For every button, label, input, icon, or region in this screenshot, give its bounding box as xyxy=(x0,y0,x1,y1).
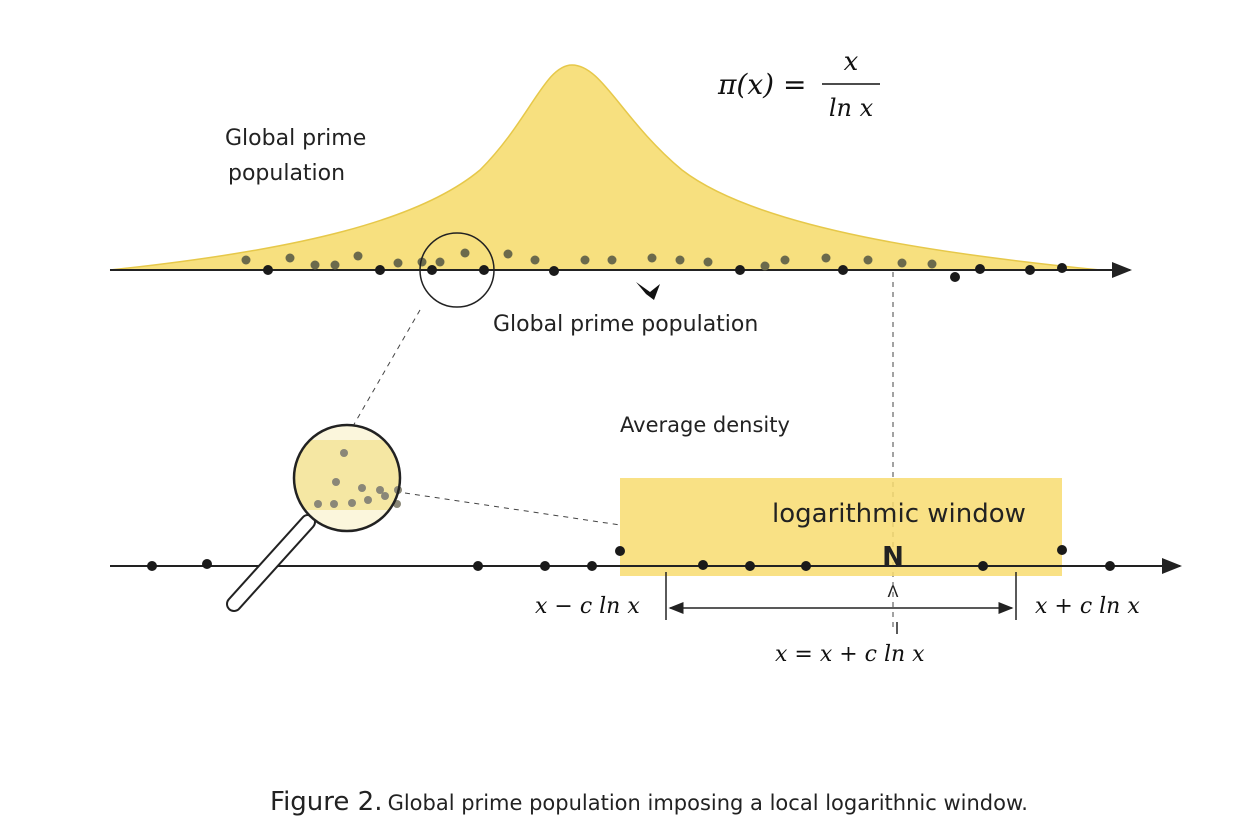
axis-dot xyxy=(473,561,483,571)
curve-dot xyxy=(394,259,403,268)
average-density-label: Average density xyxy=(620,413,790,437)
axis-dot xyxy=(615,546,625,556)
axis-dot xyxy=(375,265,385,275)
axis-dot xyxy=(549,266,559,276)
window-equation: x = x + c ln x xyxy=(775,642,925,667)
magnifier-handle xyxy=(234,522,308,604)
zoom-dash xyxy=(345,310,420,440)
axis-dot xyxy=(587,561,597,571)
lens-dot xyxy=(364,496,372,504)
axis-dot xyxy=(745,561,755,571)
axis-dot xyxy=(202,559,212,569)
axis-dot xyxy=(147,561,157,571)
curve-dot xyxy=(648,254,657,263)
axis-dot xyxy=(1057,263,1067,273)
curve-dot xyxy=(822,254,831,263)
axis-dot xyxy=(540,561,550,571)
lens-dot xyxy=(348,499,356,507)
axis-dot xyxy=(698,560,708,570)
axis-dot xyxy=(801,561,811,571)
axis-dot xyxy=(1025,265,1035,275)
window-marker: N xyxy=(882,542,904,572)
curve-dot xyxy=(436,258,445,267)
axis-dot xyxy=(838,265,848,275)
right-bound-label: x + c ln x xyxy=(1035,594,1140,619)
axis-dot xyxy=(263,265,273,275)
curve-dot xyxy=(781,256,790,265)
lens-dot xyxy=(330,500,338,508)
caption-label: Figure 2. xyxy=(270,787,382,817)
curve-dot xyxy=(608,256,617,265)
left-bound-label: x − c ln x xyxy=(535,594,640,619)
axis-dot xyxy=(735,265,745,275)
axis-dot xyxy=(978,561,988,571)
window-label: logarithmic window xyxy=(772,499,1026,529)
axis-dot xyxy=(1057,545,1067,555)
global-below-label: Global prime population xyxy=(493,312,758,337)
page: {"formula": {"lhs": "π(x) =", "numerator… xyxy=(0,0,1248,832)
pointer-mark xyxy=(636,282,660,300)
curve-dot xyxy=(704,258,713,267)
axis-dot xyxy=(975,264,985,274)
curve-dot xyxy=(676,256,685,265)
curve-dot xyxy=(242,256,251,265)
axis-dot xyxy=(427,265,437,275)
caption: Figure 2. Global prime population imposi… xyxy=(270,787,1028,817)
curve-dot xyxy=(504,250,513,259)
center-mark: Λ xyxy=(888,582,899,601)
formula-lhs: π(x) = xyxy=(717,68,806,101)
caption-text: Global prime population imposing a local… xyxy=(388,791,1028,815)
global-label-line1: Global prime xyxy=(225,126,366,151)
lens-dot xyxy=(332,478,340,486)
curve-dot xyxy=(864,256,873,265)
diagram: Global prime population π(x) = x ln x Gl… xyxy=(0,0,1248,832)
curve-dot xyxy=(531,256,540,265)
formula-denominator: ln x xyxy=(829,94,874,122)
lens-dot xyxy=(314,500,322,508)
curve-dot xyxy=(898,259,907,268)
axis-dot xyxy=(1105,561,1115,571)
curve-dot xyxy=(286,254,295,263)
lens-dot xyxy=(376,486,384,494)
curve-dot xyxy=(461,249,470,258)
curve-dot xyxy=(311,261,320,270)
curve-dot xyxy=(928,260,937,269)
curve-dot xyxy=(331,261,340,270)
curve-dot xyxy=(354,252,363,261)
axis-dot xyxy=(950,272,960,282)
global-label-line2: population xyxy=(228,161,345,186)
curve-dot xyxy=(761,262,770,271)
lens-dot xyxy=(340,449,348,457)
curve-dot xyxy=(581,256,590,265)
magnifier-dash xyxy=(405,493,620,525)
formula-numerator: x xyxy=(844,47,859,77)
axis-dot xyxy=(479,265,489,275)
lens-dot xyxy=(358,484,366,492)
